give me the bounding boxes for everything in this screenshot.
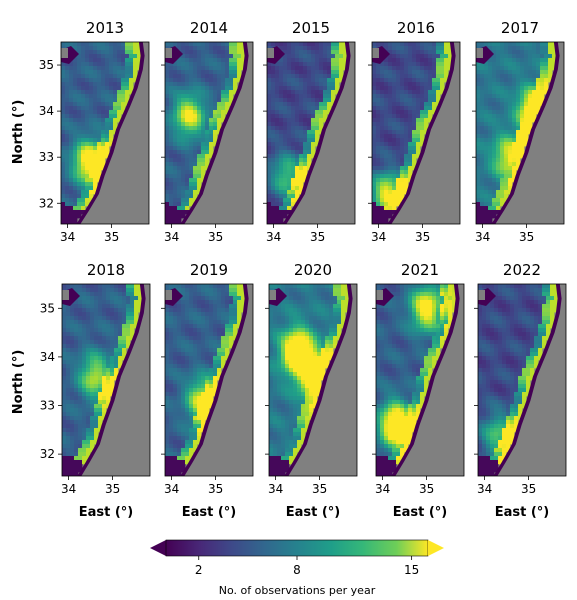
observation-field (476, 42, 557, 224)
x-tick-label: 35 (208, 482, 223, 496)
x-tick-label: 35 (105, 482, 120, 496)
map-panel: 2022 34 35 East (°) (474, 261, 567, 520)
x-tick-label: 34 (164, 230, 179, 244)
x-tick-label: 35 (415, 230, 430, 244)
y-tick-label: 33 (40, 399, 55, 413)
panel-year-title: 2013 (86, 19, 124, 37)
colorbar-extend-right (428, 540, 444, 556)
y-axis-label-row1: North (°) (11, 100, 26, 165)
x-tick-label: 35 (521, 482, 536, 496)
y-tick-label: 34 (40, 350, 55, 364)
panel-year-title: 2022 (503, 261, 541, 279)
x-tick-label: 35 (208, 230, 223, 244)
panel-frame (375, 283, 465, 477)
observation-field (478, 284, 559, 476)
colorbar-tick-label: 2 (195, 563, 203, 577)
x-axis-label: East (°) (495, 505, 550, 520)
map-panel: 2016 34 35 (368, 19, 461, 244)
observation-field (376, 284, 457, 476)
panel-frame (61, 283, 151, 477)
panel-frame (60, 41, 150, 225)
panel-year-title: 2021 (401, 261, 439, 279)
colorbar-body (165, 539, 429, 557)
colorbar-ticks: 2 8 15 (195, 556, 419, 577)
map-panel: 2018 32 33 34 35 34 35 East (°) (40, 261, 151, 520)
x-tick-label: 35 (312, 482, 327, 496)
colorbar-label: No. of observations per year (219, 584, 376, 597)
y-tick-label: 33 (39, 150, 54, 164)
x-tick-label: 34 (475, 230, 490, 244)
map-panel: 2017 34 35 (472, 19, 565, 244)
map-panels: 2013 32 33 34 35 34 35 2014 34 35 2015 34 35 2016 34 35… (39, 19, 567, 520)
observation-field (372, 42, 453, 224)
map-panel: 2014 34 35 (161, 19, 254, 244)
map-panel: 2015 34 35 (263, 19, 356, 244)
panel-frame (266, 41, 356, 225)
panel-year-title: 2015 (292, 19, 330, 37)
panel-year-title: 2014 (190, 19, 228, 37)
x-tick-label: 34 (164, 482, 179, 496)
colorbar-tick-label: 15 (404, 563, 419, 577)
x-axis-label: East (°) (393, 505, 448, 520)
map-panel: 2020 34 35 East (°) (265, 261, 358, 520)
map-panel: 2021 34 35 East (°) (372, 261, 465, 520)
x-tick-label: 35 (519, 230, 534, 244)
x-tick-label: 35 (419, 482, 434, 496)
panel-frame (164, 283, 254, 477)
x-tick-label: 34 (477, 482, 492, 496)
x-tick-label: 34 (371, 230, 386, 244)
observation-field (269, 284, 350, 476)
panel-frame (371, 41, 461, 225)
x-axis-label: East (°) (79, 505, 134, 520)
panel-year-title: 2017 (501, 19, 539, 37)
colorbar-extend-left (150, 540, 166, 556)
panel-frame (475, 41, 565, 225)
x-tick-label: 34 (60, 230, 75, 244)
panel-year-title: 2019 (190, 261, 228, 279)
y-tick-label: 34 (39, 104, 54, 118)
observation-field (61, 42, 142, 224)
y-axis-label-row2: North (°) (11, 350, 26, 415)
panel-year-title: 2020 (294, 261, 332, 279)
x-axis-label: East (°) (286, 505, 341, 520)
map-panel: 2019 34 35 East (°) (161, 261, 254, 520)
y-tick-label: 32 (40, 447, 55, 461)
y-tick-label: 35 (39, 58, 54, 72)
x-tick-label: 35 (104, 230, 119, 244)
map-panel: 2013 32 33 34 35 34 35 (39, 19, 150, 244)
observation-field (62, 284, 143, 476)
x-tick-label: 34 (266, 230, 281, 244)
panel-year-title: 2018 (87, 261, 125, 279)
colorbar: 2 8 15 No. of observations per year (150, 539, 444, 597)
x-axis-label: East (°) (182, 505, 237, 520)
panel-frame (477, 283, 567, 477)
panel-frame (164, 41, 254, 225)
x-tick-label: 34 (375, 482, 390, 496)
x-tick-label: 34 (268, 482, 283, 496)
observation-field (165, 284, 246, 476)
colorbar-tick-label: 8 (293, 563, 301, 577)
x-tick-label: 35 (310, 230, 325, 244)
y-tick-label: 35 (40, 301, 55, 315)
panel-frame (268, 283, 358, 477)
x-tick-label: 34 (61, 482, 76, 496)
panel-year-title: 2016 (397, 19, 435, 37)
y-tick-label: 32 (39, 196, 54, 210)
